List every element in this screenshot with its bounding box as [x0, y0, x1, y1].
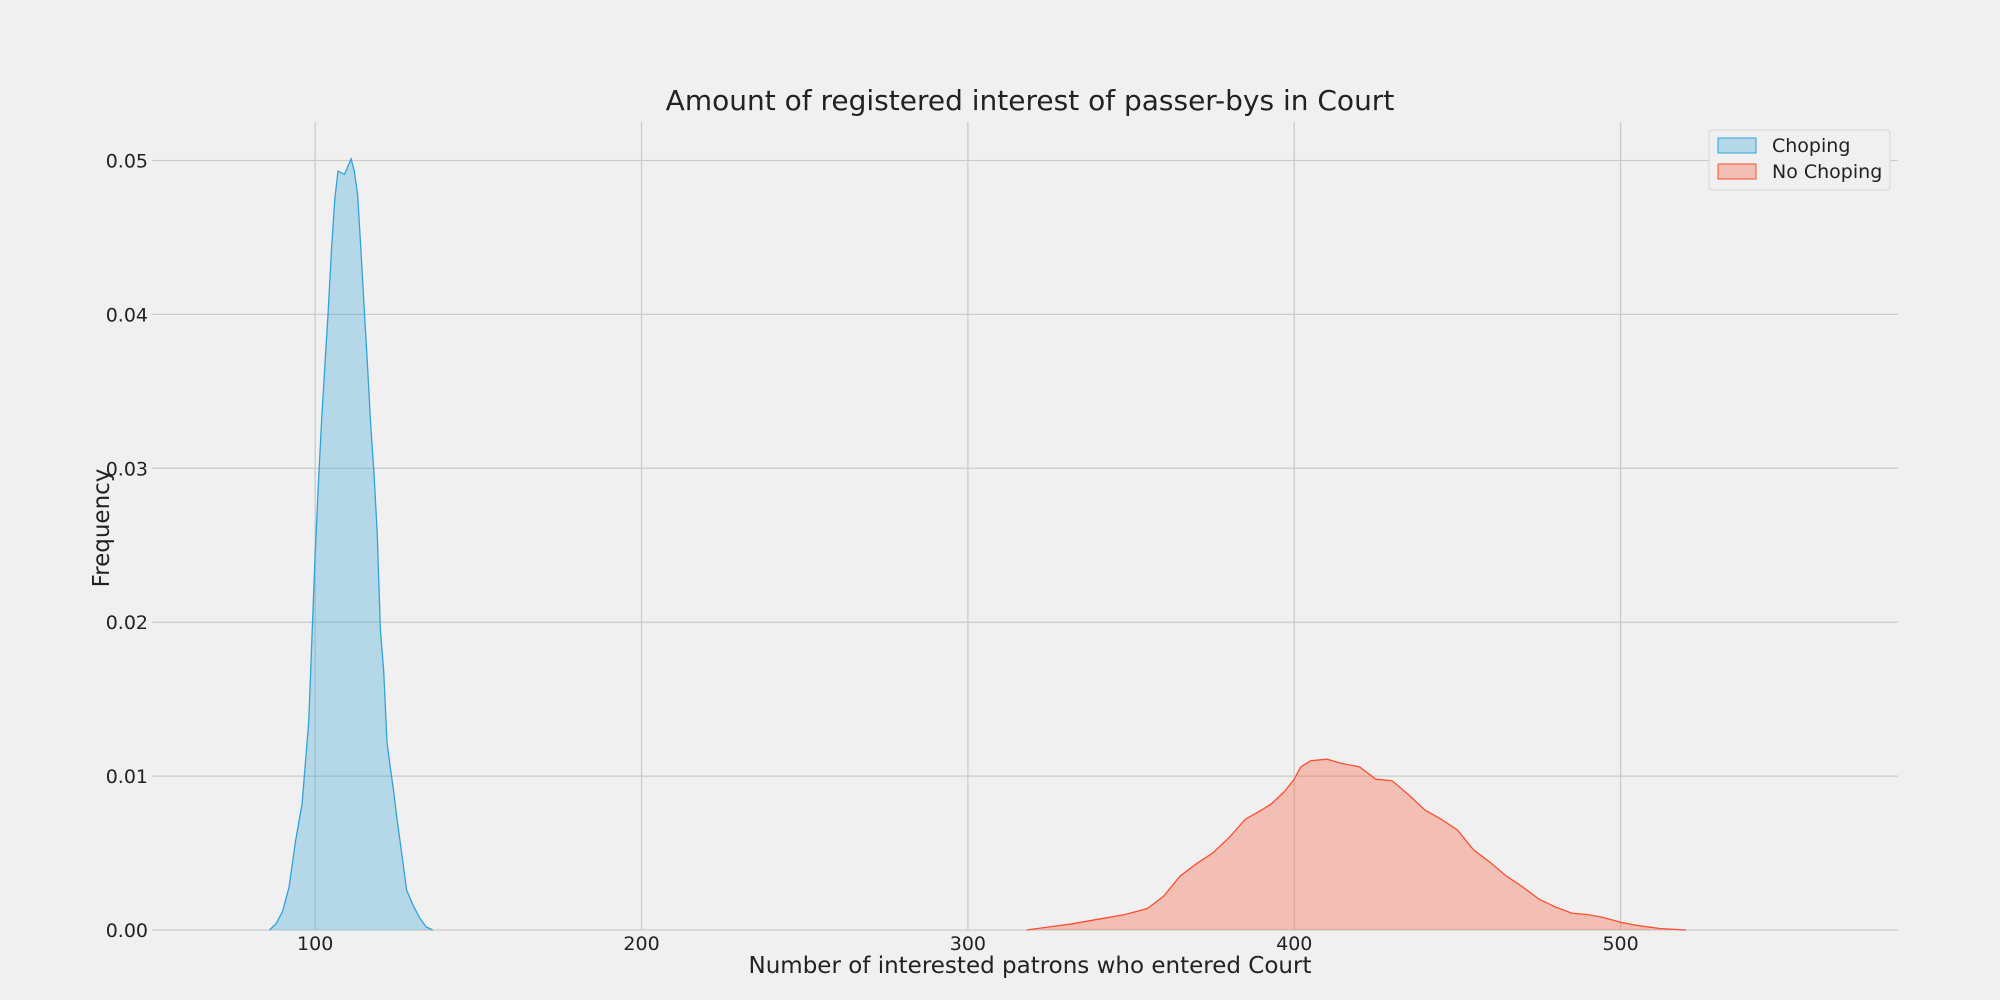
legend-swatch-no-choping: [1717, 163, 1757, 180]
y-tick-label-0.01: 0.01: [106, 766, 148, 788]
x-tick-label-200: 200: [623, 933, 659, 955]
x-axis-ticks: 100 200 300 400 500: [297, 933, 1639, 955]
y-tick-label-0.02: 0.02: [106, 612, 148, 634]
legend-label-choping: Choping: [1772, 135, 1850, 157]
grid: [152, 122, 1898, 931]
legend-swatch-choping: [1717, 137, 1757, 154]
y-tick-label-0.04: 0.04: [106, 304, 148, 326]
y-axis-title: Frequency: [89, 469, 115, 588]
density-line-no-choping: [1026, 758, 1686, 931]
x-axis-title: Number of interested patrons who entered…: [749, 953, 1312, 979]
legend-frame: [1708, 129, 1891, 191]
legend-label-no-choping: No Choping: [1772, 161, 1882, 183]
x-tick-label-100: 100: [297, 933, 333, 955]
y-tick-label-0.00: 0.00: [106, 920, 148, 942]
density-line-choping: [269, 156, 433, 931]
x-tick-label-400: 400: [1276, 933, 1312, 955]
density-areas: [269, 156, 1686, 931]
y-axis-ticks: 0.00 0.01 0.02 0.03 0.04 0.05: [106, 150, 148, 942]
x-tick-label-500: 500: [1602, 933, 1638, 955]
y-tick-label-0.03: 0.03: [106, 458, 148, 480]
chart-title: Amount of registered interest of passer-…: [666, 84, 1395, 117]
legend: Choping No Choping: [1708, 129, 1891, 191]
x-tick-label-300: 300: [950, 933, 986, 955]
y-tick-label-0.05: 0.05: [106, 150, 148, 172]
density-area-choping: [269, 158, 433, 930]
density-area-no-choping: [1026, 759, 1686, 930]
